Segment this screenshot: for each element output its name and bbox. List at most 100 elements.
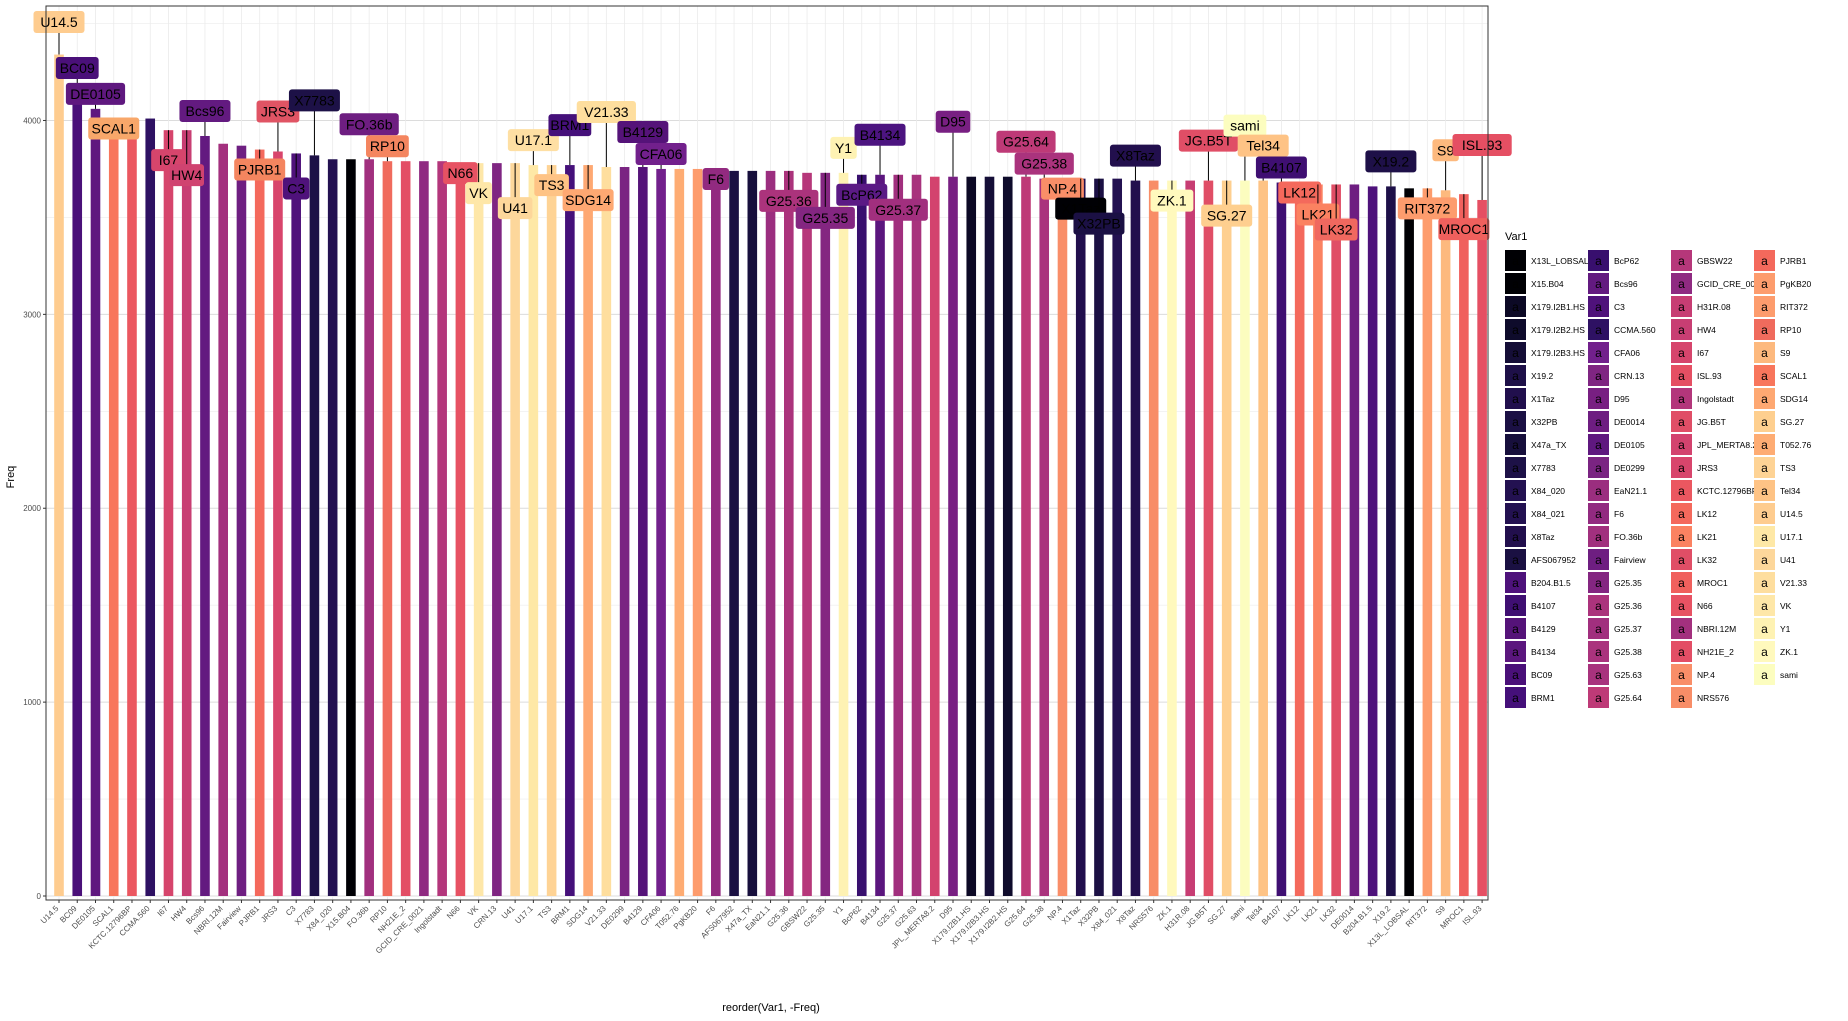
- annotation-box: [65, 82, 126, 105]
- legend-key: [1671, 595, 1692, 616]
- annotation-label: B4134: [860, 127, 901, 143]
- bar: [1276, 182, 1287, 896]
- legend-key-glyph: a: [1761, 369, 1768, 383]
- bar: [346, 159, 356, 897]
- bar: [1039, 178, 1050, 897]
- legend-key-glyph: a: [1512, 438, 1519, 452]
- legend-key-glyph: a: [1678, 553, 1685, 567]
- legend-key: [1754, 296, 1775, 317]
- legend-key-glyph: a: [1512, 622, 1519, 636]
- legend-key-glyph: a: [1678, 507, 1685, 521]
- legend-label: BcP62: [1614, 256, 1639, 266]
- legend-key-glyph: a: [1512, 300, 1519, 314]
- annotation-label: G25.38: [1021, 156, 1067, 172]
- bar: [200, 135, 210, 896]
- legend-key-glyph: a: [1678, 277, 1685, 291]
- annotation-box: [562, 189, 614, 212]
- annotation-box: [635, 142, 687, 165]
- x-tick-label: JRS3: [259, 904, 280, 925]
- bar: [1221, 180, 1232, 897]
- bars: [54, 54, 1487, 897]
- legend-label: Ingolstadt: [1697, 394, 1734, 404]
- legend-label: JG.B5T: [1697, 417, 1726, 427]
- annotation-box: [534, 174, 569, 197]
- legend-key-glyph: a: [1595, 254, 1602, 268]
- annotation-box: [169, 164, 205, 187]
- legend-key: [1671, 296, 1692, 317]
- annotation-box: [1223, 114, 1267, 137]
- legend-key-glyph: a: [1512, 691, 1519, 705]
- annotation-label: MROC1: [1439, 221, 1490, 237]
- annotation-box: [179, 99, 231, 122]
- bar-annotations: U14.5BC09DE0105SCAL1I67HW4Bcs96PJRB1JRS3…: [33, 11, 1512, 241]
- legend-label: SCAL1: [1780, 371, 1807, 381]
- legend-key: [1505, 503, 1526, 524]
- annotation-box: [1278, 181, 1322, 204]
- bar: [1367, 186, 1378, 897]
- x-tick-label: PJRB1: [237, 904, 261, 928]
- legend-key-glyph: a: [1595, 300, 1602, 314]
- legend-key: [1588, 618, 1609, 639]
- legend-key-glyph: a: [1595, 530, 1602, 544]
- legend-key: [1588, 549, 1609, 570]
- annotation-box: [339, 113, 399, 136]
- legend-label: X13L_LOBSAL: [1531, 256, 1589, 266]
- legend-key-glyph: a: [1595, 553, 1602, 567]
- annotation-label: G25.36: [766, 193, 812, 209]
- bar: [1349, 184, 1360, 897]
- legend-label: X19.2: [1531, 371, 1553, 381]
- bar: [1075, 178, 1086, 897]
- legend-key-glyph: a: [1595, 645, 1602, 659]
- annotation-label: F6: [708, 171, 725, 187]
- legend-key: [1588, 641, 1609, 662]
- legend-key: [1754, 480, 1775, 501]
- legend-key: [1505, 641, 1526, 662]
- legend-key-glyph: a: [1678, 622, 1685, 636]
- y-tick-label: 2000: [23, 504, 41, 513]
- legend-title: Var1: [1505, 231, 1527, 243]
- legend-key: [1671, 457, 1692, 478]
- bar: [583, 165, 593, 897]
- legend-label: U41: [1780, 555, 1796, 565]
- bar: [473, 163, 484, 896]
- legend-key: [1671, 273, 1692, 294]
- legend-key-glyph: a: [1595, 392, 1602, 406]
- x-tick-label: N66: [445, 904, 462, 921]
- annotation-box: [1073, 212, 1125, 235]
- legend-key-glyph: a: [1761, 346, 1768, 360]
- legend-key: [1754, 503, 1775, 524]
- legend-label: HW4: [1697, 325, 1716, 335]
- legend-key: [1754, 618, 1775, 639]
- x-tick-label: RIT372: [1404, 904, 1429, 929]
- legend-key: [1671, 250, 1692, 271]
- annotation-box: [55, 57, 99, 80]
- annotation-box: [1452, 133, 1512, 156]
- legend-key-glyph: a: [1595, 438, 1602, 452]
- bar: [601, 167, 612, 896]
- legend-label: DE0299: [1614, 463, 1645, 473]
- annotation-label: SCAL1: [92, 121, 137, 137]
- legend-key-glyph: a: [1761, 484, 1768, 498]
- bar: [1021, 176, 1031, 896]
- bar: [528, 165, 539, 897]
- legend-label: X32PB: [1531, 417, 1558, 427]
- y-tick-label: 4000: [23, 116, 41, 125]
- legend-key: [1754, 434, 1775, 455]
- annotation-label: RP10: [370, 138, 405, 154]
- legend-key-glyph: a: [1761, 553, 1768, 567]
- legend-key: [1671, 434, 1692, 455]
- legend-key-glyph: a: [1678, 645, 1685, 659]
- legend-key-glyph: a: [1512, 507, 1519, 521]
- legend-key: [1505, 273, 1526, 294]
- annotation-box: [868, 198, 928, 221]
- legend-label: D95: [1614, 394, 1630, 404]
- legend-key: [1588, 388, 1609, 409]
- legend-label: JPL_MERTA8.2: [1697, 440, 1757, 450]
- legend-key: [1505, 595, 1526, 616]
- legend-key: [1754, 411, 1775, 432]
- legend-key: [1754, 572, 1775, 593]
- bar: [1313, 184, 1323, 897]
- legend-key: [1588, 250, 1609, 271]
- legend-key-glyph: a: [1512, 530, 1519, 544]
- annotation-label: DE0105: [70, 86, 121, 102]
